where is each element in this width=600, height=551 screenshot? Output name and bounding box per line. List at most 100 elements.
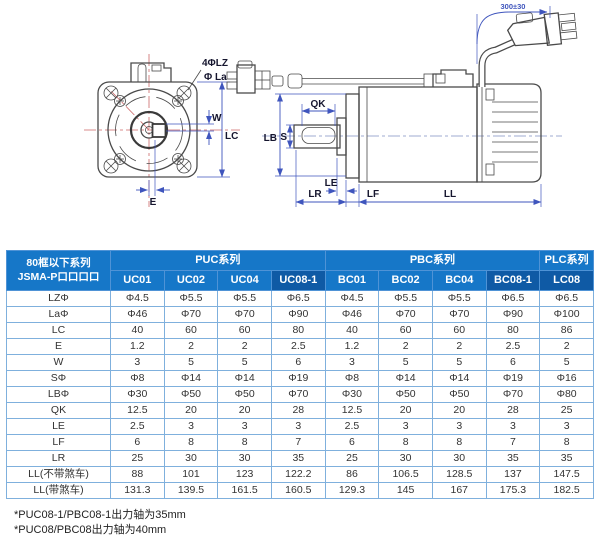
spec-cell: 2: [378, 338, 433, 355]
table-row: E 1.2 2 2 2.5 1.2 2 2 2.5 2: [6, 338, 594, 355]
row-label: QK: [6, 402, 111, 419]
motor-terminal-connector: [130, 62, 172, 82]
spec-cell: 3: [485, 418, 541, 435]
row-label: LE: [6, 418, 111, 435]
spec-cell: Φ50: [217, 386, 272, 403]
spec-cell: Φ6.5: [539, 290, 594, 307]
rear-housing: [476, 83, 542, 183]
spec-cell: Φ14: [217, 370, 272, 387]
spec-cell: Φ80: [539, 386, 594, 403]
table-row: LL(带煞车) 131.3 139.5 161.5 160.5 129.3 145 167 17…: [6, 482, 594, 499]
table-row: LBΦ Φ30 Φ50 Φ50 Φ70 Φ30 Φ50 Φ50 Φ70 Φ80: [6, 386, 594, 403]
table-row: LC 40 60 60 80 40 60 60 80 86: [6, 322, 594, 339]
spec-cell: 12.5: [110, 402, 165, 419]
spec-cell: 3: [431, 418, 487, 435]
spec-cell: 25: [324, 450, 380, 467]
pilot-circle: [115, 96, 183, 164]
spec-cell: 35: [270, 450, 326, 467]
spec-cell: 3: [324, 354, 380, 371]
leader-line: [187, 69, 202, 91]
spec-cell: Φ19: [270, 370, 326, 387]
dimension-label-LR: LR: [308, 189, 322, 200]
row-label: LF: [6, 434, 111, 451]
terminal-box: [432, 69, 474, 87]
column-header-UC01: UC01: [110, 270, 165, 291]
spec-cell: 2: [431, 338, 487, 355]
power-connector: [506, 12, 578, 47]
spec-cell: 6: [485, 354, 541, 371]
spec-cell: Φ46: [324, 306, 380, 323]
spec-cell: Φ14: [431, 370, 487, 387]
footnote-line: *PUC08/PBC08出力轴为40mm: [14, 524, 167, 537]
column-group-0: PUC系列: [110, 250, 326, 271]
spec-cell: 128.5: [431, 466, 487, 483]
spec-cell: 40: [324, 322, 380, 339]
spec-cell: 60: [163, 322, 219, 339]
dimension-LE: LE: [325, 158, 357, 196]
spec-cell: Φ14: [163, 370, 219, 387]
table-row: LZΦ Φ4.5 Φ5.5 Φ5.5 Φ6.5 Φ4.5 Φ5.5 Φ5.5 Φ6.5 Φ6.5: [6, 290, 594, 307]
spec-cell: 106.5: [378, 466, 433, 483]
spec-cell: 7: [485, 434, 541, 451]
spec-cell: 3: [217, 418, 272, 435]
spec-cell: 20: [163, 402, 219, 419]
dimension-label-4xLZ: 4ΦLZ: [202, 58, 228, 69]
encoder-cable: [302, 73, 434, 88]
spec-cell: 30: [431, 450, 487, 467]
dimension-label-300: 300±30: [501, 2, 526, 11]
row-label: LL(不带煞车): [6, 466, 111, 483]
spec-cell: 6: [270, 354, 326, 371]
dimension-bottom: LR LF LL: [295, 150, 542, 207]
spec-cell: 8: [539, 434, 594, 451]
row-label: E: [6, 338, 111, 355]
spec-cell: 25: [110, 450, 165, 467]
spec-cell: Φ70: [270, 386, 326, 403]
spec-cell: Φ90: [485, 306, 541, 323]
spec-cell: 2.5: [270, 338, 326, 355]
footnotes: *PUC08-1/PBC08-1出力轴为35mm *PUC08/PBC08出力轴为…: [14, 508, 600, 539]
spec-cell: 137: [485, 466, 541, 483]
spec-cell: 25: [539, 402, 594, 419]
spec-cell: Φ30: [110, 386, 165, 403]
spec-cell: 60: [217, 322, 272, 339]
column-header-UC04: UC04: [217, 270, 272, 291]
row-label: LR: [6, 450, 111, 467]
spec-cell: 20: [217, 402, 272, 419]
dimension-W: W: [166, 110, 222, 145]
footnote-line: *PUC08-1/PBC08-1出力轴为35mm: [14, 509, 186, 521]
header-group-row: 80框以下系列 JSMA-P口口口口 PUC系列 PBC系列 PLC系列: [6, 250, 594, 291]
spec-cell: Φ90: [270, 306, 326, 323]
spec-cell: 147.5: [539, 466, 594, 483]
spec-cell: 129.3: [324, 482, 380, 499]
spec-cell: 20: [431, 402, 487, 419]
dimension-label-S: S: [280, 132, 287, 143]
corner-header-line2: JSMA-P口口口口: [17, 270, 100, 283]
keyway: [151, 123, 167, 138]
spec-cell: 86: [324, 466, 380, 483]
spec-cell: 12.5: [324, 402, 380, 419]
column-header-UC02: UC02: [163, 270, 219, 291]
technical-drawing: 4ΦLZ Φ La W LC: [84, 2, 578, 208]
spec-cell: 122.2: [270, 466, 326, 483]
spec-cell: 8: [431, 434, 487, 451]
spec-table: 80框以下系列 JSMA-P口口口口 PUC系列 PBC系列 PLC系列 UC01 U…: [6, 250, 594, 499]
dimension-label-LE: LE: [325, 178, 338, 189]
dimension-S: S: [280, 124, 294, 149]
shaft-shoulder: [336, 117, 347, 156]
spec-cell: 167: [431, 482, 487, 499]
table-row: LaΦ Φ46 Φ70 Φ70 Φ90 Φ46 Φ70 Φ70 Φ90 Φ100: [6, 306, 594, 323]
spec-table-body: LZΦ Φ4.5 Φ5.5 Φ5.5 Φ6.5 Φ4.5 Φ5.5 Φ5.5 Φ6.5 Φ6.5 L…: [6, 290, 594, 499]
spec-cell: 5: [217, 354, 272, 371]
spec-cell: 2.5: [110, 418, 165, 435]
spec-cell: 145: [378, 482, 433, 499]
spec-cell: Φ50: [378, 386, 433, 403]
spec-cell: 80: [485, 322, 541, 339]
table-row: LL(不带煞车) 88 101 123 122.2 86 106.5 128.5 137 147.…: [6, 466, 594, 483]
bolt-circle: [107, 88, 191, 172]
column-header-BC02: BC02: [378, 270, 433, 291]
spec-cell: Φ16: [539, 370, 594, 387]
dimension-LB: LB: [264, 93, 346, 177]
spec-cell: 88: [110, 466, 165, 483]
spec-cell: Φ50: [431, 386, 487, 403]
